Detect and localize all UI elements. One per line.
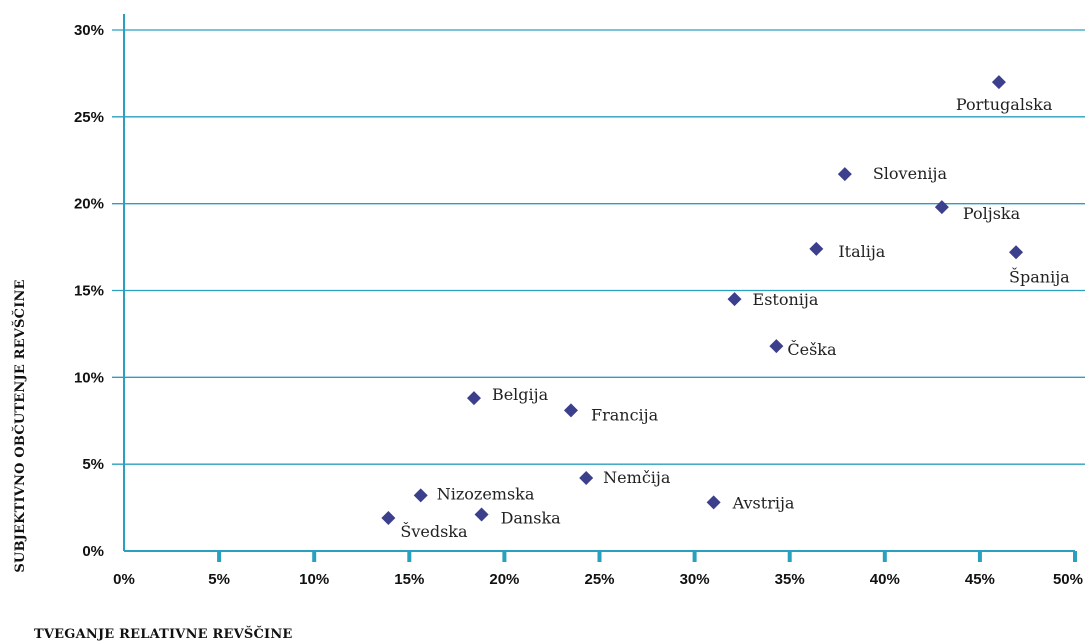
data-point <box>837 167 852 182</box>
data-points <box>381 75 1024 526</box>
x-tick-label: 50% <box>1053 571 1083 588</box>
y-tick-label: 15% <box>74 283 104 300</box>
x-tick-label: 25% <box>584 571 614 588</box>
data-label: Nemčija <box>603 468 671 487</box>
data-point <box>769 339 784 354</box>
gridlines <box>112 29 1085 465</box>
x-tick-label: 15% <box>394 571 424 588</box>
data-label: Portugalska <box>956 95 1053 114</box>
data-label: Poljska <box>963 204 1021 223</box>
x-axis-ticks: 0% 5% 10% 15% 20% 25% 30% 35% 40% 45% 50% <box>113 551 1083 588</box>
y-tick-label: 20% <box>74 196 104 213</box>
data-label: Danska <box>501 509 562 528</box>
y-tick-label: 5% <box>82 456 104 473</box>
y-tick-label: 10% <box>74 369 104 386</box>
x-tick-label: 20% <box>489 571 519 588</box>
x-tick-label: 0% <box>113 571 135 588</box>
x-axis-title: TVEGANJE RELATIVNE REVŠČINE <box>34 625 293 642</box>
x-tick-label: 40% <box>870 571 900 588</box>
data-label: Italija <box>838 242 885 261</box>
data-point <box>413 488 428 503</box>
data-point <box>563 403 578 418</box>
data-point <box>934 200 949 215</box>
y-axis-ticks: 0% 5% 10% 15% 20% 25% 30% <box>74 22 104 560</box>
x-tick-label: 35% <box>775 571 805 588</box>
x-tick-label: 45% <box>965 571 995 588</box>
data-label: Francija <box>591 405 659 424</box>
data-point <box>809 241 824 256</box>
y-tick-label: 25% <box>74 109 104 126</box>
data-point <box>1009 245 1024 260</box>
data-point <box>474 507 489 522</box>
point-labels: Portugalska Slovenija Poljska Italija Španij… <box>400 95 1070 541</box>
data-label: Španija <box>1009 266 1070 286</box>
x-tick-label: 30% <box>680 571 710 588</box>
axes <box>123 14 1075 552</box>
y-tick-label: 0% <box>82 543 104 560</box>
data-point <box>727 292 742 307</box>
data-label: Avstrija <box>732 493 795 512</box>
data-label: Belgija <box>492 385 549 404</box>
data-point <box>706 495 721 510</box>
data-label: Švedska <box>400 521 468 541</box>
data-point <box>991 75 1006 90</box>
data-label: Slovenija <box>873 164 948 183</box>
data-point <box>381 511 396 526</box>
data-point <box>466 391 481 406</box>
data-label: Nizozemska <box>437 484 535 503</box>
x-tick-label: 10% <box>299 571 329 588</box>
data-label: Estonija <box>753 290 819 309</box>
data-label: Češka <box>787 339 837 359</box>
y-tick-label: 30% <box>74 22 104 39</box>
data-point <box>579 471 594 486</box>
x-tick-label: 5% <box>208 571 230 588</box>
y-axis-title: SUBJEKTIVNO OBČUTENJE REVŠČINE <box>11 279 28 572</box>
